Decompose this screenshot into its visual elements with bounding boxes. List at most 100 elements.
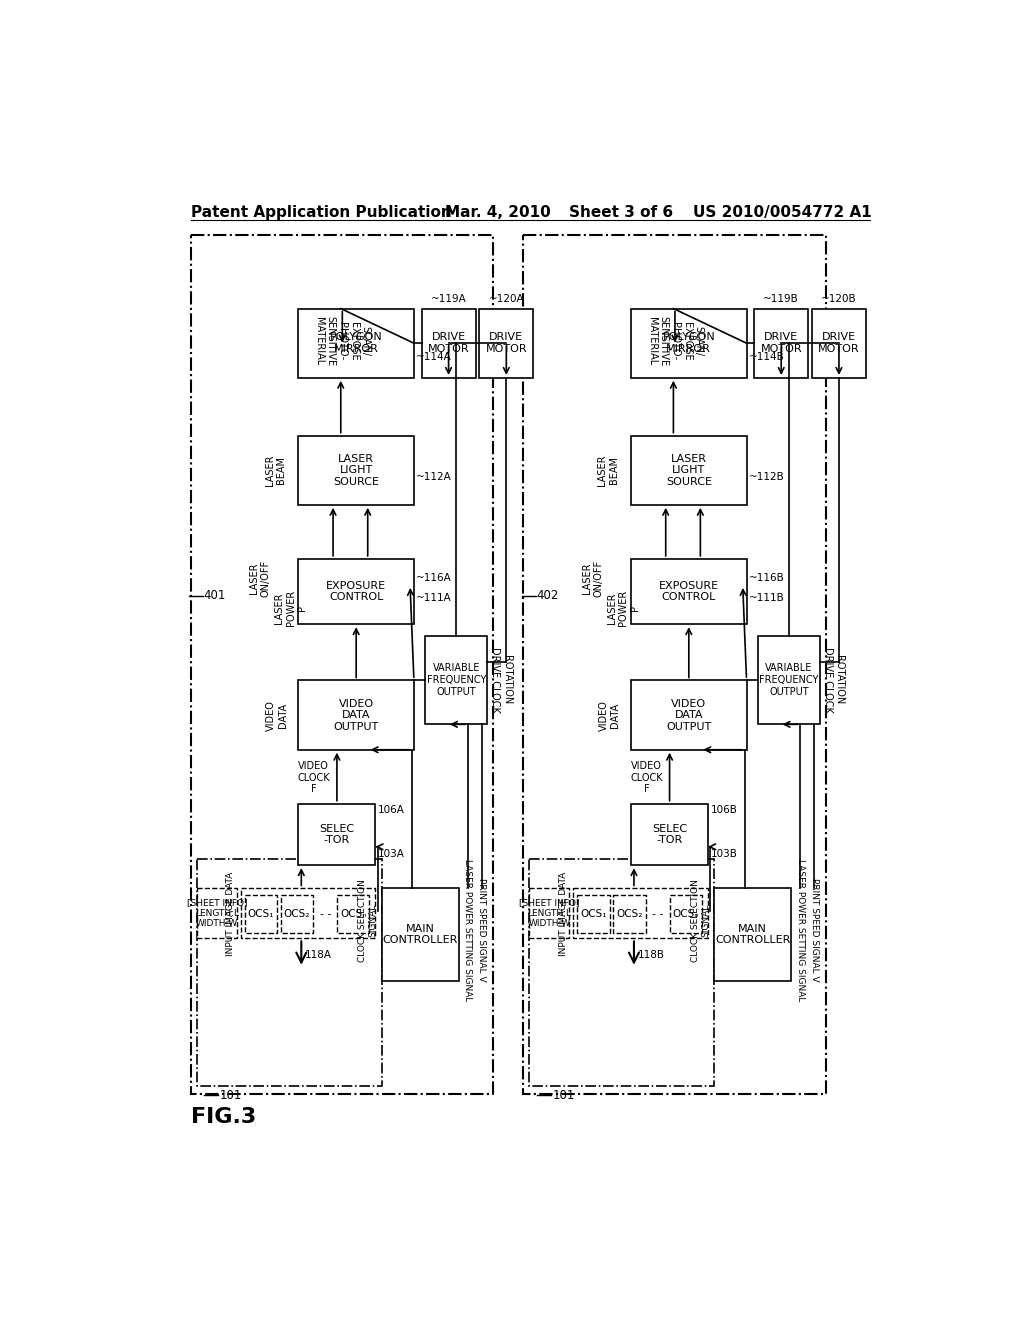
Text: OCSₙ: OCSₙ	[340, 908, 367, 919]
Text: ~112A: ~112A	[416, 473, 452, 482]
Bar	[241, 888, 376, 939]
Text: SCAN/
EXPOSE
PHOTO-
SENSITIVE
MATERIAL: SCAN/ EXPOSE PHOTO- SENSITIVE MATERIAL	[314, 317, 371, 367]
Text: US 2010/0054772 A1: US 2010/0054772 A1	[692, 205, 871, 219]
Text: CLOCK SELECTION
SIGNAL: CLOCK SELECTION SIGNAL	[358, 879, 378, 962]
Text: - -: - -	[652, 908, 664, 919]
Text: 103A: 103A	[378, 849, 404, 859]
Text: PRINT SPEED SIGNAL V: PRINT SPEED SIGNAL V	[810, 878, 819, 982]
Bar	[382, 888, 459, 981]
Bar	[613, 895, 646, 933]
Text: LASER
ON/OFF: LASER ON/OFF	[582, 560, 603, 597]
Bar	[298, 558, 414, 624]
Text: PRINT SPEED SIGNAL V: PRINT SPEED SIGNAL V	[477, 878, 486, 982]
Bar	[298, 681, 414, 750]
Text: OCS₁: OCS₁	[580, 908, 606, 919]
Text: SCAN/
EXPOSE
PHOTO-
SENSITIVE
MATERIAL: SCAN/ EXPOSE PHOTO- SENSITIVE MATERIAL	[647, 317, 703, 367]
Bar	[529, 888, 569, 939]
Text: POLYGON
MIRROR: POLYGON MIRROR	[663, 333, 715, 354]
Text: DRIVE
MOTOR: DRIVE MOTOR	[761, 333, 802, 354]
Text: DRIVE
MOTOR: DRIVE MOTOR	[428, 333, 469, 354]
Text: VIDEO
CLOCK
F: VIDEO CLOCK F	[298, 762, 330, 795]
Text: OCS₁: OCS₁	[248, 908, 274, 919]
Text: LASER
LIGHT
SOURCE: LASER LIGHT SOURCE	[666, 454, 712, 487]
Text: VIDEO
DATA
OUTPUT: VIDEO DATA OUTPUT	[334, 698, 379, 731]
Text: 101: 101	[220, 1089, 243, 1102]
Text: [SHEET INFO]
LENGTH:L
WIDTH:W: [SHEET INFO] LENGTH:L WIDTH:W	[519, 899, 580, 928]
Text: 118A: 118A	[305, 950, 332, 961]
Text: ~120A: ~120A	[488, 294, 524, 305]
Text: 103B: 103B	[711, 849, 737, 859]
Text: 101: 101	[553, 1089, 574, 1102]
Bar	[197, 859, 382, 1086]
Text: OCS₂: OCS₂	[284, 908, 310, 919]
Bar	[197, 888, 237, 939]
Text: VIDEO
DATA: VIDEO DATA	[266, 700, 288, 730]
Text: OCS₂: OCS₂	[616, 908, 643, 919]
Text: DRIVE
MOTOR: DRIVE MOTOR	[485, 333, 527, 354]
Text: LASER POWER SETTING SIGNAL: LASER POWER SETTING SIGNAL	[463, 859, 472, 1001]
Text: POLYGON
MIRROR: POLYGON MIRROR	[330, 333, 383, 354]
Text: LASER
BEAM: LASER BEAM	[597, 454, 618, 486]
Text: ROTATION
DRIVE CLOCK: ROTATION DRIVE CLOCK	[490, 647, 512, 713]
Bar	[631, 309, 746, 378]
Text: EXPOSURE
CONTROL: EXPOSURE CONTROL	[326, 581, 386, 602]
Bar	[631, 436, 746, 506]
Text: ~119A: ~119A	[431, 294, 467, 305]
Bar	[755, 309, 808, 378]
Text: SELEC
-TOR: SELEC -TOR	[319, 824, 354, 845]
Text: OCSₙ: OCSₙ	[673, 908, 699, 919]
Bar	[631, 558, 746, 624]
Bar	[631, 681, 746, 750]
Bar	[631, 804, 708, 866]
Text: LASER
POWER
P: LASER POWER P	[607, 590, 640, 626]
Text: VARIABLE
FREQUENCY
OUTPUT: VARIABLE FREQUENCY OUTPUT	[427, 664, 486, 697]
Text: 106B: 106B	[711, 805, 737, 814]
Bar	[714, 888, 792, 981]
Text: ~112B: ~112B	[749, 473, 784, 482]
Text: INPUT IMAGE DATA: INPUT IMAGE DATA	[226, 871, 236, 956]
Text: SELEC
-TOR: SELEC -TOR	[652, 824, 687, 845]
Text: VARIABLE
FREQUENCY
OUTPUT: VARIABLE FREQUENCY OUTPUT	[759, 664, 818, 697]
Bar	[523, 235, 826, 1094]
Bar	[758, 636, 819, 725]
Text: ~116B: ~116B	[749, 573, 784, 583]
Text: LASER
BEAM: LASER BEAM	[264, 454, 286, 486]
Bar	[479, 309, 534, 378]
Bar	[425, 636, 487, 725]
Text: VIDEO
DATA: VIDEO DATA	[599, 700, 621, 730]
Text: 106A: 106A	[378, 805, 404, 814]
Bar	[298, 436, 414, 506]
Text: MAIN
CONTROLLER: MAIN CONTROLLER	[715, 924, 791, 945]
Text: ~111B: ~111B	[749, 593, 784, 603]
Text: 401: 401	[204, 590, 226, 602]
Bar	[298, 804, 376, 866]
Bar	[812, 309, 866, 378]
Text: LASER
ON/OFF: LASER ON/OFF	[249, 560, 270, 597]
Text: INPUT IMAGE DATA: INPUT IMAGE DATA	[559, 871, 567, 956]
Bar	[245, 895, 276, 933]
Bar	[190, 235, 494, 1094]
Text: MAIN
CONTROLLER: MAIN CONTROLLER	[382, 924, 458, 945]
Text: ~114B: ~114B	[749, 352, 784, 362]
Text: ~116A: ~116A	[416, 573, 452, 583]
Bar	[298, 309, 414, 378]
Text: Mar. 4, 2010: Mar. 4, 2010	[444, 205, 551, 219]
Text: FIG.3: FIG.3	[190, 1107, 256, 1127]
Text: LASER POWER SETTING SIGNAL: LASER POWER SETTING SIGNAL	[796, 859, 805, 1001]
Text: 118B: 118B	[638, 950, 665, 961]
Bar	[670, 895, 701, 933]
Text: [SHEET INFO]
LENGTH:L
WIDTH:W: [SHEET INFO] LENGTH:L WIDTH:W	[186, 899, 247, 928]
Text: ~114A: ~114A	[416, 352, 452, 362]
Text: CLOCK SELECTION
SIGNAL: CLOCK SELECTION SIGNAL	[690, 879, 710, 962]
Text: ~120B: ~120B	[821, 294, 857, 305]
Text: EXPOSURE
CONTROL: EXPOSURE CONTROL	[658, 581, 719, 602]
Text: LASER
POWER
P: LASER POWER P	[274, 590, 307, 626]
Text: Patent Application Publication: Patent Application Publication	[190, 205, 452, 219]
Text: ~119B: ~119B	[763, 294, 799, 305]
Bar	[529, 859, 714, 1086]
Bar	[281, 895, 313, 933]
Text: VIDEO
CLOCK
F: VIDEO CLOCK F	[630, 762, 663, 795]
Text: DRIVE
MOTOR: DRIVE MOTOR	[818, 333, 860, 354]
Text: VIDEO
DATA
OUTPUT: VIDEO DATA OUTPUT	[667, 698, 712, 731]
Text: - -: - -	[319, 908, 331, 919]
